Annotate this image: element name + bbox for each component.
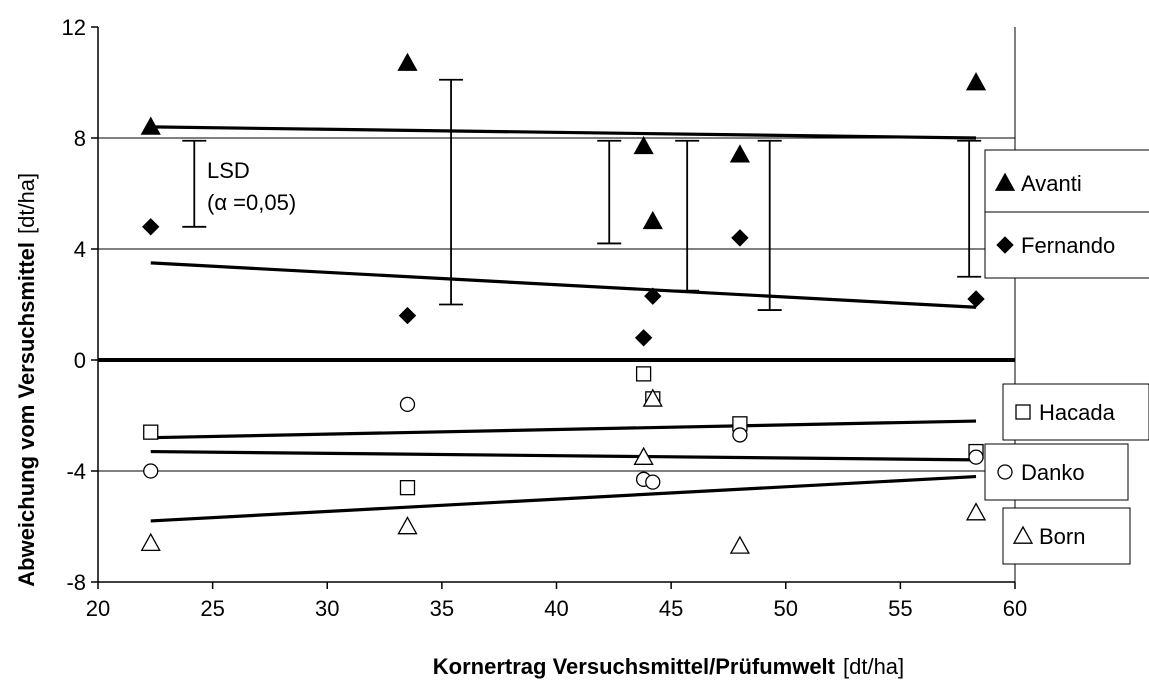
x-tick-label: 35	[430, 596, 454, 621]
legend-label-avanti: Avanti	[1021, 171, 1082, 196]
lsd-annotation-line1: LSD	[207, 158, 250, 183]
trend-line-hacada	[150, 419, 977, 440]
x-axis-unit: [dt/ha]	[843, 654, 904, 679]
marker-fernando	[142, 218, 160, 236]
marker-avanti	[140, 116, 161, 135]
legend-marker-born	[1012, 525, 1034, 544]
axis-layer: -8 -4 0 4 8 12 20 25 30 35 40 45 50 55 60	[62, 15, 1028, 621]
marker-fernando	[967, 290, 985, 308]
marker-born	[633, 446, 654, 465]
y-tick-label: 8	[74, 126, 86, 151]
trend-line-fernando	[150, 261, 977, 309]
marker-fernando	[731, 229, 749, 247]
legend-box	[984, 149, 1149, 217]
marker-avanti	[729, 144, 751, 163]
legend-marker-danko	[997, 464, 1013, 480]
x-tick-label: 60	[1003, 596, 1027, 621]
legend-item-avanti: Avanti	[984, 149, 1149, 217]
marker-danko	[143, 463, 159, 479]
y-axis-unit: [dt/ha]	[14, 173, 39, 234]
legend-marker-avanti	[994, 172, 1016, 191]
legend-label-fernando: Fernando	[1021, 233, 1115, 258]
marker-avanti	[633, 135, 654, 155]
marker-danko	[732, 427, 748, 443]
y-tick-label: -4	[66, 459, 86, 484]
x-tick-label: 20	[86, 596, 110, 621]
x-tick-label: 40	[544, 596, 568, 621]
marker-born	[642, 388, 663, 407]
marker-danko	[968, 449, 984, 465]
legend-label-born: Born	[1039, 524, 1085, 549]
legend-item-fernando: Fernando	[984, 211, 1149, 279]
plot-area	[98, 27, 1015, 582]
trend-line-danko	[150, 449, 977, 462]
marker-hacada	[635, 366, 652, 382]
marker-hacada	[143, 424, 159, 440]
y-tick-label: -8	[66, 570, 86, 595]
marker-danko	[645, 474, 661, 490]
marker-born	[965, 502, 987, 521]
x-tick-label: 30	[315, 596, 339, 621]
y-tick-label: 12	[62, 15, 86, 40]
x-tick-label: 45	[659, 596, 683, 621]
trend-line-avanti	[150, 125, 977, 140]
trend-layer	[150, 125, 977, 523]
marker-danko	[399, 396, 416, 413]
lsd-layer	[182, 78, 982, 311]
marker-born	[140, 532, 161, 551]
y-tick-label: 4	[74, 237, 86, 262]
y-axis-title: Abweichung vom Versuchsmittel	[14, 242, 39, 587]
lsd-annotation-line2: (α =0,05)	[207, 190, 296, 215]
x-axis-title: Kornertrag Versuchsmittel/Prüfumwelt	[433, 654, 836, 679]
marker-avanti	[397, 52, 418, 71]
x-tick-label: 25	[200, 596, 224, 621]
marker-born	[397, 516, 418, 535]
legend-item-hacada: Hacada	[1002, 383, 1149, 441]
x-tick-label: 55	[888, 596, 912, 621]
marker-fernando	[644, 287, 662, 305]
marker-avanti	[965, 72, 987, 91]
legend-label-hacada: Hacada	[1039, 400, 1116, 425]
x-tick-label: 50	[774, 596, 798, 621]
marker-born	[729, 535, 751, 554]
marker-fernando	[398, 306, 417, 325]
trend-line-born	[150, 474, 977, 523]
legend-item-born: Born	[1002, 507, 1131, 565]
legend-marker-fernando	[996, 236, 1014, 254]
marker-hacada	[399, 479, 416, 496]
legend-item-danko: Danko	[984, 443, 1129, 501]
y-tick-label: 0	[74, 348, 86, 373]
marker-avanti	[642, 210, 663, 230]
marker-layer	[140, 52, 987, 554]
legend-marker-hacada	[1015, 404, 1031, 420]
legend-label-danko: Danko	[1021, 460, 1085, 485]
legend-layer: Avanti Fernando Hacada Danko Born	[984, 149, 1149, 565]
marker-fernando	[634, 329, 653, 347]
